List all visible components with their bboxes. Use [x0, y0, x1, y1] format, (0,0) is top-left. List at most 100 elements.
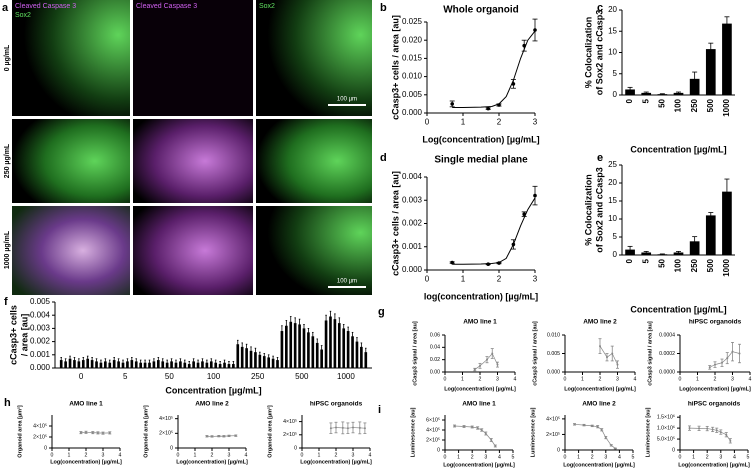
point	[329, 427, 332, 430]
bar	[90, 360, 94, 368]
scale-label: 100 µm	[337, 97, 357, 103]
point	[494, 445, 497, 447]
y-tick-label: 0.010	[402, 72, 423, 81]
bar	[722, 191, 732, 255]
x-tick-label: 500	[706, 258, 715, 272]
x-tick-label: 1	[318, 453, 321, 459]
point	[479, 364, 481, 367]
x-axis-label: Log(concentration) [µg/mL]	[443, 462, 515, 468]
y-tick-label: 10	[608, 48, 617, 57]
point	[490, 439, 493, 441]
x-tick-label: 3	[616, 377, 619, 383]
x-axis-label: Concentration [µg/mL]	[630, 304, 726, 314]
bar	[298, 324, 301, 368]
bar	[152, 361, 156, 368]
y-tick-label: 20	[608, 178, 617, 187]
x-tick-label: 3	[484, 455, 487, 461]
x-tick-label: 50	[657, 98, 666, 107]
point	[471, 426, 474, 428]
point	[725, 433, 728, 436]
y-tick-label: 2×10⁵	[283, 432, 297, 438]
y-tick-label: 5.0×10⁵	[657, 436, 675, 442]
x-tick-label: 4	[369, 453, 372, 459]
bar	[209, 361, 213, 368]
x-tick-label: 50	[657, 258, 666, 267]
series-line	[599, 345, 618, 365]
point	[616, 363, 619, 366]
point	[217, 435, 220, 438]
x-tick-label: 3	[496, 377, 499, 383]
bar	[249, 350, 253, 368]
bar	[267, 357, 271, 368]
point	[614, 447, 617, 450]
point	[234, 434, 237, 437]
bar	[355, 341, 359, 368]
x-tick-label: 3	[228, 453, 231, 459]
y-tick-label: 0.0000	[659, 369, 675, 375]
point	[79, 431, 82, 434]
bar	[705, 49, 716, 95]
point	[573, 423, 576, 426]
series-line	[574, 423, 616, 449]
bar	[236, 344, 240, 368]
point	[205, 435, 208, 438]
point	[600, 428, 603, 431]
x-tick-label: 2	[211, 453, 214, 459]
bar	[104, 361, 107, 368]
point	[480, 429, 483, 431]
group-label: 0	[79, 372, 84, 381]
bar	[311, 336, 315, 368]
y-tick-label: 0	[170, 445, 173, 451]
image-tile	[256, 119, 372, 203]
y-tick-label: 0	[437, 447, 440, 453]
image-tile	[12, 119, 130, 203]
point	[102, 432, 104, 435]
y-tick-label: 6×10⁵	[426, 417, 440, 423]
y-tick-label: 5	[613, 69, 618, 78]
point	[715, 429, 718, 432]
point	[222, 435, 225, 438]
point	[714, 363, 716, 366]
x-tick-label: 0	[444, 455, 447, 461]
point	[610, 444, 613, 447]
x-tick-label: 2	[599, 377, 602, 383]
y-tick-label: 1.0×10⁶	[657, 426, 675, 432]
x-tick-label: 5	[641, 258, 650, 263]
bar	[276, 360, 279, 368]
x-axis-label: Concentration [µg/mL]	[165, 385, 261, 395]
panel-letter: f	[4, 296, 8, 308]
micrographs: a Cleaved Caspase 3 Sox2 Cleaved Caspase…	[2, 0, 372, 295]
x-tick-label: 4	[634, 377, 637, 383]
y-axis-label: cCasp3 signal / area [au]	[412, 321, 418, 386]
x-tick-label: 0	[177, 453, 180, 459]
series-line	[689, 427, 731, 442]
point	[476, 427, 479, 429]
panel-letter: h	[4, 397, 11, 409]
bar	[254, 352, 257, 368]
x-tick-label: 250	[690, 258, 699, 272]
point	[473, 368, 476, 371]
y-tick-label: 0.000	[30, 363, 51, 372]
bar	[262, 356, 266, 368]
point	[711, 428, 714, 431]
chart-title: Whole organoid	[443, 5, 519, 16]
channel-label: Sox2	[15, 12, 31, 19]
y-tick-label: 0	[613, 90, 618, 99]
x-tick-label: 4	[733, 455, 736, 461]
y-tick-label: 15	[608, 26, 617, 35]
y-tick-label: 0.06	[430, 332, 440, 338]
y-tick-label: 0.002	[30, 337, 51, 346]
bar	[625, 89, 635, 95]
y-tick-label: 0.025	[402, 17, 423, 26]
scale-label: 100 µm	[337, 279, 357, 285]
group-label: 50	[165, 372, 174, 381]
point	[491, 352, 494, 355]
point	[228, 434, 230, 437]
x-tick-label: 1	[696, 377, 699, 383]
channel-label: Cleaved Caspase 3	[15, 3, 76, 10]
x-tick-label: 1	[581, 377, 584, 383]
bar	[293, 323, 297, 368]
bar	[73, 360, 76, 368]
bar	[689, 241, 700, 255]
y-axis-label: Organoid area [µm²]	[16, 405, 23, 458]
